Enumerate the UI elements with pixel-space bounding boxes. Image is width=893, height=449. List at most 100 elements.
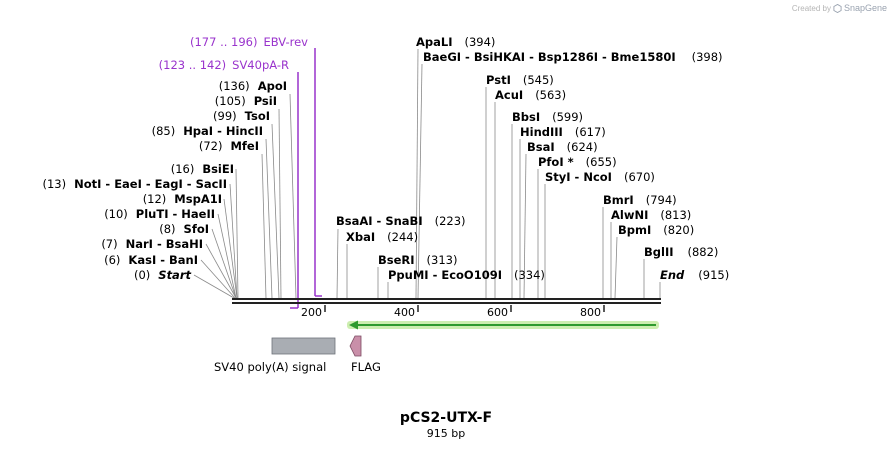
axis-ticks: 200 400 600 800 <box>301 305 605 319</box>
site-bpmi[interactable]: BpmI (820) <box>618 223 694 237</box>
primer-sv40pa-r-name: SV40pA-R <box>232 58 289 72</box>
site-end[interactable]: End (915) <box>660 268 729 282</box>
site-mspa1i[interactable]: (12) MspA1I <box>143 192 222 206</box>
site-styi-name: StyI - NcoI <box>545 170 612 184</box>
site-psti-pos: (545) <box>523 73 554 87</box>
site-xbai[interactable]: XbaI (244) <box>346 230 418 244</box>
site-sfoi[interactable]: (8) SfoI <box>159 222 209 236</box>
connector-nari <box>205 243 237 299</box>
connector-baegi <box>417 63 423 299</box>
site-psti[interactable]: PstI (545) <box>486 73 554 87</box>
site-styi[interactable]: StyI - NcoI (670) <box>545 170 655 184</box>
site-hpai-pos: (85) <box>152 124 176 138</box>
site-pluti-name: PluTI - HaeII <box>136 207 215 221</box>
site-nari[interactable]: (7) NarI - BsaHI <box>101 237 203 251</box>
site-bglii[interactable]: BglII (882) <box>644 245 718 259</box>
site-noti[interactable]: (13) NotI - EaeI - EagI - SacII <box>43 177 228 191</box>
site-apali-pos: (394) <box>465 35 496 49</box>
site-acui[interactable]: AcuI (563) <box>495 88 566 102</box>
site-start[interactable]: (0) Start <box>134 268 192 282</box>
site-apoi-pos: (136) <box>219 79 250 93</box>
feature-sv40-polya[interactable]: SV40 poly(A) signal <box>214 337 336 374</box>
site-hpai-name: HpaI - HincII <box>183 124 263 138</box>
site-bseri-name: BseRI <box>378 253 415 267</box>
site-nari-name: NarI - BsaHI <box>126 237 203 251</box>
site-apoi[interactable]: (136) ApoI <box>219 79 287 93</box>
connector-apali <box>415 48 419 299</box>
site-ppumi-name: PpuMI - EcoO109I <box>388 268 502 282</box>
site-bbsi-name: BbsI <box>512 110 540 124</box>
connector-noti <box>229 183 238 299</box>
map-length: 915 bp <box>427 427 465 440</box>
credit-brand: SnapGene <box>843 3 887 13</box>
site-xbai-pos: (244) <box>387 230 418 244</box>
site-bbsi[interactable]: BbsI (599) <box>512 110 583 124</box>
connector-apoi <box>289 93 297 299</box>
primer-ebv-rev-label: (177 .. 196) EBV-rev <box>190 35 308 49</box>
site-bglii-name: BglII <box>644 245 674 259</box>
site-start-name: Start <box>158 268 191 282</box>
tick-label-600: 600 <box>487 306 508 319</box>
site-bmri[interactable]: BmrI (794) <box>603 193 677 207</box>
site-bseri-pos: (313) <box>427 253 458 267</box>
site-bsaai[interactable]: BsaAI - SnaBI (223) <box>336 214 466 228</box>
site-sfoi-name: SfoI <box>184 222 209 236</box>
site-alwni[interactable]: AlwNI (813) <box>611 208 691 222</box>
site-psii-name: PsiI <box>254 94 277 108</box>
dna-backbone[interactable] <box>232 298 661 304</box>
site-alwni-name: AlwNI <box>611 208 648 222</box>
feature-sv40-polya-label: SV40 poly(A) signal <box>214 360 326 374</box>
primer-ebv-rev-name: EBV-rev <box>263 35 308 49</box>
site-tsoi[interactable]: (99) TsoI <box>213 109 270 123</box>
site-apali-name: ApaLI <box>416 35 453 49</box>
primer-sv40pa-r-label: (123 .. 142) SV40pA-R <box>159 58 289 72</box>
site-mfei[interactable]: (72) MfeI <box>199 139 259 153</box>
primer-ebv-rev[interactable]: (177 .. 196) EBV-rev <box>190 35 322 297</box>
site-hindiii-name: HindIII <box>520 125 563 139</box>
primer-ebv-rev-range: (177 .. 196) <box>190 35 258 49</box>
connector-hpai <box>265 138 273 299</box>
site-bpmi-pos: (820) <box>663 223 694 237</box>
connector-bsai <box>523 153 527 299</box>
site-bsiei[interactable]: (16) BsiEI <box>171 162 234 176</box>
connector-psii <box>278 108 282 299</box>
site-noti-name: NotI - EaeI - EagI - SacII <box>74 177 227 191</box>
site-start-pos: (0) <box>134 268 150 282</box>
site-baegi-name: BaeGI - BsiHKAI - Bsp1286I - Bme1580I <box>423 50 676 64</box>
site-pfoi-name: PfoI * <box>538 155 574 169</box>
site-pluti[interactable]: (10) PluTI - HaeII <box>104 207 215 221</box>
site-pluti-pos: (10) <box>104 207 128 221</box>
site-bsiei-pos: (16) <box>171 162 195 176</box>
site-acui-name: AcuI <box>495 88 523 102</box>
site-psii[interactable]: (105) PsiI <box>215 94 277 108</box>
tick-label-400: 400 <box>394 306 415 319</box>
site-mspa1i-name: MspA1I <box>174 192 222 206</box>
site-xbai-name: XbaI <box>346 230 375 244</box>
primer-sv40pa-r[interactable]: (123 .. 142) SV40pA-R <box>159 58 299 309</box>
site-bsai-name: BsaI <box>527 140 555 154</box>
site-ppumi[interactable]: PpuMI - EcoO109I (334) <box>388 268 545 282</box>
connector-start <box>193 274 235 299</box>
site-bseri[interactable]: BseRI (313) <box>378 253 457 267</box>
credit-prefix: Created by <box>791 3 831 13</box>
site-kasi[interactable]: (6) KasI - BanI <box>104 253 198 267</box>
site-end-name: End <box>660 268 685 282</box>
site-baegi[interactable]: BaeGI - BsiHKAI - Bsp1286I - Bme1580I (39… <box>423 50 723 64</box>
site-bsiei-name: BsiEI <box>202 162 234 176</box>
site-bsaai-name: BsaAI - SnaBI <box>336 214 423 228</box>
site-hindiii[interactable]: HindIII (617) <box>520 125 606 139</box>
connector-mfei <box>261 153 267 299</box>
feature-flag[interactable]: FLAG <box>349 335 381 374</box>
site-end-pos: (915) <box>698 268 729 282</box>
site-bpmi-name: BpmI <box>618 223 651 237</box>
site-hpai[interactable]: (85) HpaI - HincII <box>152 124 263 138</box>
site-tsoi-name: TsoI <box>245 109 270 123</box>
tick-label-200: 200 <box>301 306 322 319</box>
site-pfoi[interactable]: PfoI * (655) <box>538 155 617 169</box>
site-bsai[interactable]: BsaI (624) <box>527 140 598 154</box>
site-apali[interactable]: ApaLI (394) <box>416 35 495 49</box>
orf-arrow[interactable] <box>347 320 659 330</box>
site-ppumi-pos: (334) <box>514 268 545 282</box>
site-noti-pos: (13) <box>43 177 67 191</box>
